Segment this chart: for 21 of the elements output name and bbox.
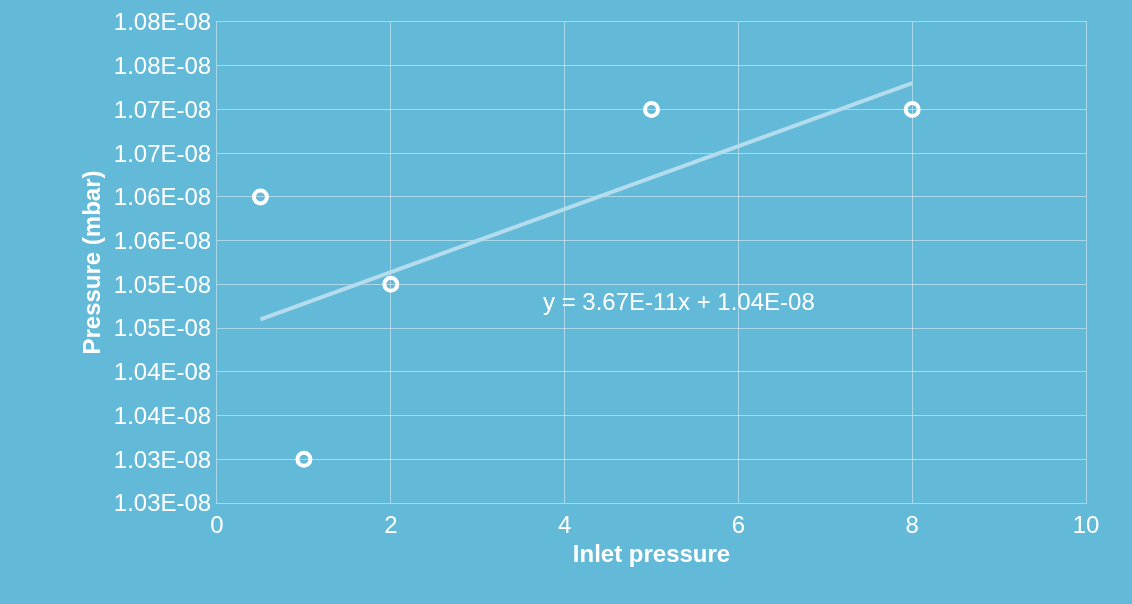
y-axis-title: Pressure (mbar) xyxy=(77,170,105,355)
y-tick-label: 1.08E-08 xyxy=(113,52,212,80)
y-tick-label: 1.03E-08 xyxy=(113,445,212,473)
y-tick-label: 1.06E-08 xyxy=(113,183,212,211)
x-axis-title: Inlet pressure xyxy=(572,540,731,568)
y-tick-label: 1.05E-08 xyxy=(113,270,212,298)
y-tick-label: 1.07E-08 xyxy=(113,95,212,123)
x-tick-label: 2 xyxy=(384,510,398,538)
y-tick-label: 1.04E-08 xyxy=(113,358,212,386)
y-tick-label: 1.07E-08 xyxy=(113,139,212,167)
y-tick-label: 1.08E-08 xyxy=(113,8,212,36)
annotation: y = 3.67E-11x + 1.04E-08 xyxy=(543,288,815,315)
x-tick-label: 0 xyxy=(210,510,224,538)
y-tick-label: 1.06E-08 xyxy=(113,227,212,255)
x-tick-label: 10 xyxy=(1072,510,1100,538)
y-tick-label: 1.05E-08 xyxy=(113,314,212,342)
x-tick-label: 6 xyxy=(731,510,746,538)
x-tick-label: 8 xyxy=(905,510,919,538)
y-tick-label: 1.04E-08 xyxy=(113,401,212,429)
y-tick-label: 1.03E-08 xyxy=(113,489,212,517)
x-tick-label: 4 xyxy=(557,510,572,538)
